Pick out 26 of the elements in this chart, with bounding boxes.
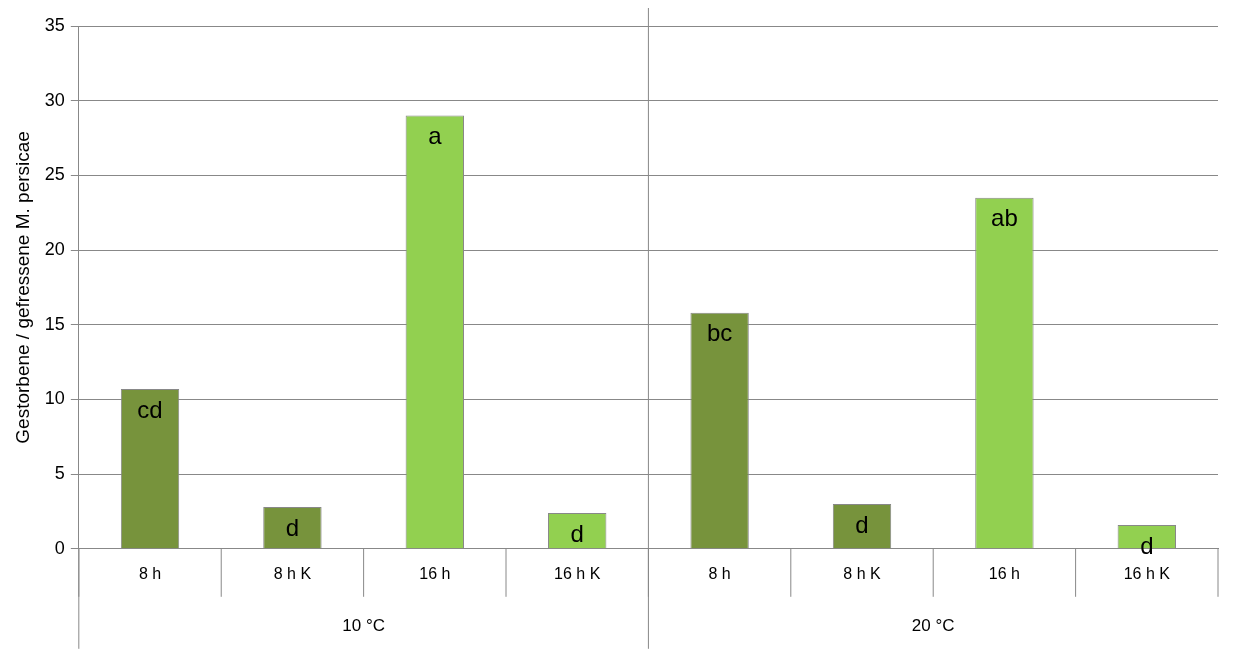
- x-tick-label: 16 h: [419, 564, 451, 582]
- x-tick-label: 16 h K: [554, 564, 601, 582]
- y-tick-label: 15: [44, 313, 65, 334]
- x-tick-label: 8 h K: [273, 564, 312, 582]
- x-tick-label: 16 h K: [1123, 564, 1171, 582]
- y-tick-label: 10: [44, 388, 65, 409]
- data-label: cd: [137, 395, 163, 423]
- x-tick-label: 16 h: [988, 564, 1020, 582]
- text: 10 °C: [342, 616, 385, 636]
- y-tick-label: 20: [44, 239, 65, 260]
- y-tick-label: 25: [44, 164, 65, 185]
- data-label: a: [428, 122, 443, 150]
- x-tick-label: 8 h: [138, 564, 162, 582]
- data-label: bc: [706, 319, 733, 347]
- data-label: d: [855, 510, 869, 538]
- data-label: d: [285, 513, 300, 541]
- text: 20 °C: [911, 616, 955, 636]
- x-tick-label: 8 h: [708, 564, 731, 582]
- data-label: ab: [991, 204, 1018, 232]
- y-tick-label: 5: [54, 463, 65, 484]
- y-tick-label: 30: [44, 89, 65, 110]
- y-axis-title: Gestorbene / gefressene M. persicae: [11, 131, 33, 444]
- y-tick-label: 0: [54, 537, 65, 558]
- y-tick-label: 35: [44, 14, 65, 35]
- x-tick-label: 8 h K: [843, 564, 882, 582]
- data-label: d: [570, 519, 584, 547]
